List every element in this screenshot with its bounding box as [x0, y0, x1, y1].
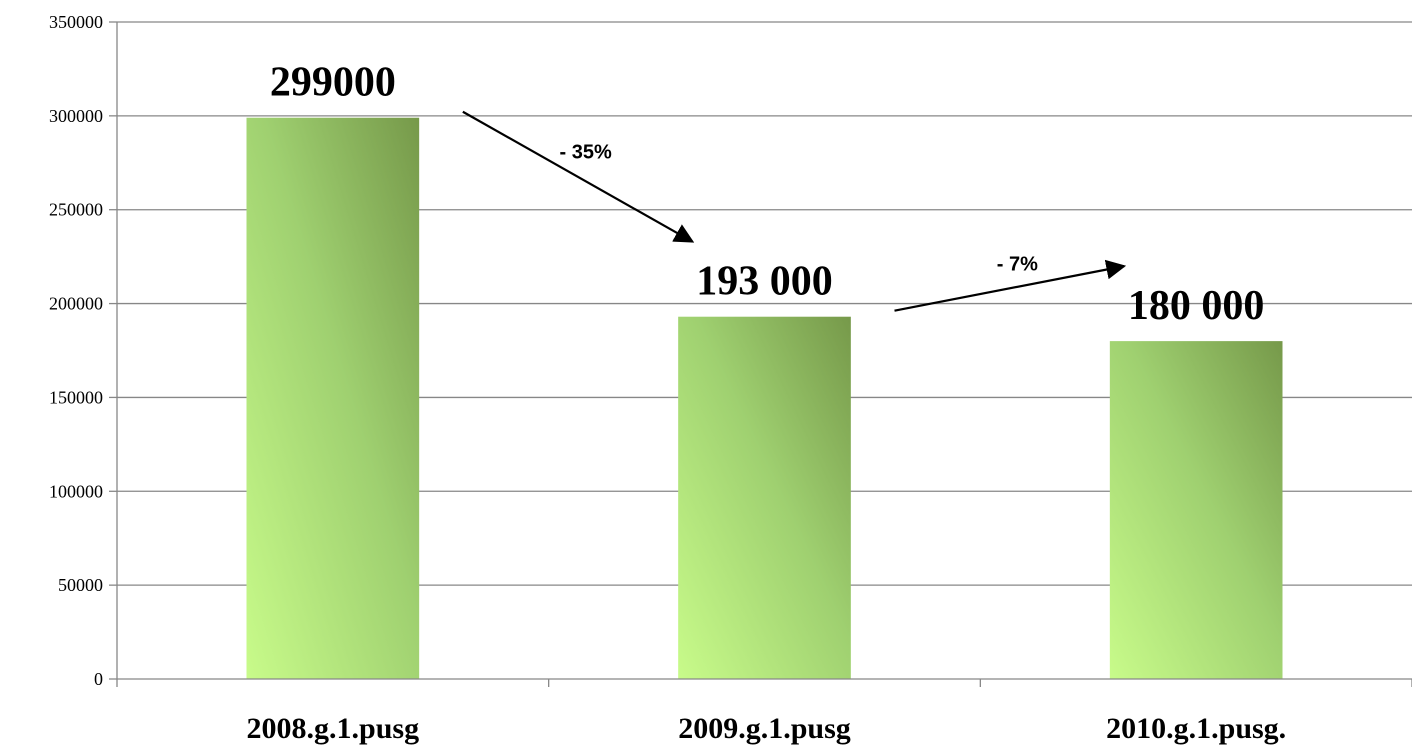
change-label: - 35% [560, 142, 612, 164]
x-category-label: 2010.g.1.pusg. [1106, 712, 1286, 745]
change-arrow [462, 110, 695, 243]
bars [246, 117, 1283, 680]
x-category-label: 2009.g.1.pusg [678, 712, 851, 745]
y-tick-label: 350000 [49, 12, 103, 32]
y-tick-label: 300000 [49, 106, 103, 126]
x-category-label: 2008.g.1.pusg [247, 712, 420, 745]
y-tick-label: 150000 [49, 387, 103, 407]
y-tick-label: 0 [94, 669, 103, 689]
y-tick-label: 100000 [49, 481, 103, 501]
bar-value-label: 180 000 [1128, 283, 1265, 329]
y-tick-label: 200000 [49, 294, 103, 314]
bar [1109, 341, 1283, 679]
labels: 0 50000 100000 150000 200000 250000 300000 3500… [49, 12, 1286, 745]
y-tick-label: 250000 [49, 200, 103, 220]
bar-value-label: 193 000 [696, 259, 833, 305]
axes [109, 21, 1412, 687]
bar [678, 316, 851, 679]
change-label: - 7% [997, 253, 1038, 275]
bar [246, 117, 420, 680]
annotations: - 35% - 7% [462, 110, 1127, 312]
bar-value-label: 299000 [270, 60, 396, 106]
y-tick-label: 50000 [58, 575, 103, 595]
change-arrow [894, 259, 1127, 312]
